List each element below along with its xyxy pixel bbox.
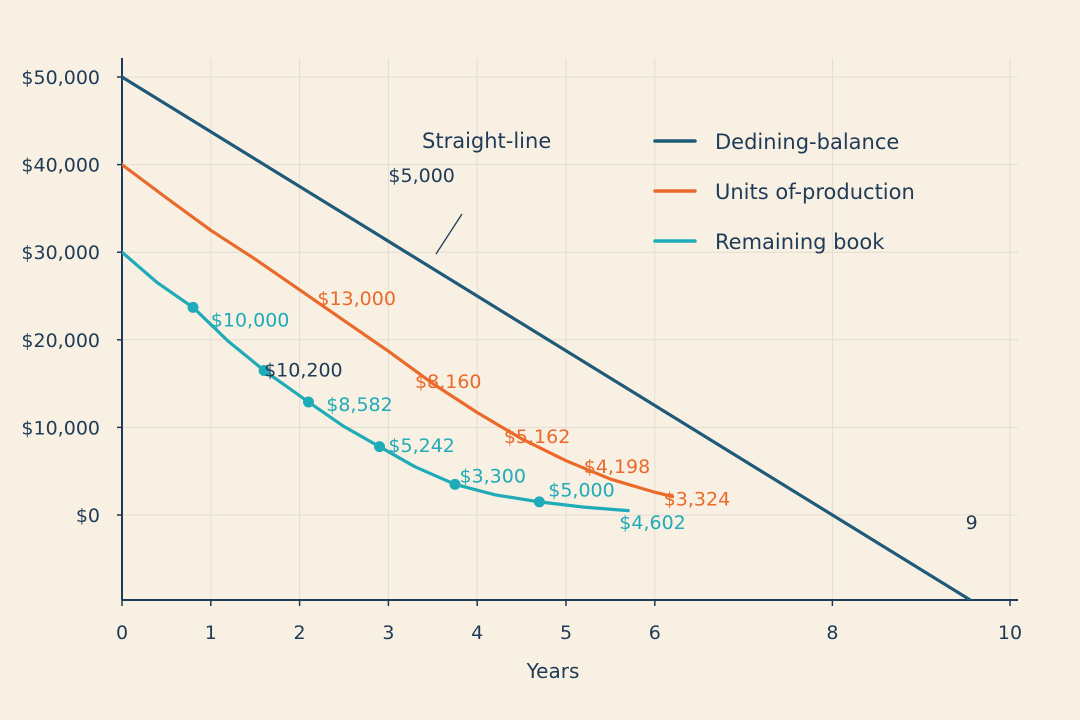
data-label: $3,324 — [664, 488, 730, 510]
straight-line-pointer — [435, 213, 463, 255]
y-tick-label: $50,000 — [21, 67, 100, 89]
x-tick-label: 0 — [116, 622, 128, 644]
legend: Dedining-balance Units of-production Remai… — [653, 130, 915, 254]
series-marker-2 — [533, 496, 545, 508]
data-label: $4,602 — [619, 512, 685, 534]
legend-label-0: Dedining-balance — [715, 130, 899, 154]
grid — [122, 58, 1018, 600]
series-lines — [122, 75, 974, 600]
x-tick-label: 8 — [826, 622, 838, 644]
straight-line-label: Straight-line — [422, 129, 551, 153]
data-label: $4,198 — [584, 456, 650, 478]
data-label: $10,200 — [264, 360, 343, 382]
y-tick-label: $20,000 — [21, 330, 100, 352]
y-tick-label: $40,000 — [21, 155, 100, 177]
x-tick-labels: 0 1 2 3 4 5 6 8 10 — [116, 600, 1022, 644]
series-marker-2 — [187, 301, 199, 313]
y-tick-label: $30,000 — [21, 242, 100, 264]
legend-label-2: Remaining book — [715, 230, 885, 254]
axes — [121, 58, 1018, 601]
data-label: $8,160 — [415, 371, 481, 393]
data-label: $10,000 — [211, 310, 290, 332]
data-label: $5,000 — [548, 480, 614, 502]
series-marker-2 — [449, 478, 461, 490]
series-markers — [187, 301, 545, 508]
series-line-0 — [122, 75, 974, 600]
data-label: $5,162 — [504, 426, 570, 448]
series-marker-2 — [258, 364, 270, 376]
series-line-2 — [122, 250, 630, 513]
y-tick-labels: $0 $10,000 $20,000 $30,000 $40,000 $50,000 — [21, 67, 122, 527]
series-marker-2 — [374, 441, 386, 453]
x-tick-label: 3 — [382, 622, 394, 644]
x-tick-label: 4 — [471, 622, 483, 644]
y-tick-label: $10,000 — [21, 417, 100, 439]
data-label: $5,242 — [388, 435, 454, 457]
x-tick-label: 1 — [205, 622, 217, 644]
x-tick-label: 5 — [560, 622, 572, 644]
x-axis-label: Years — [526, 659, 580, 683]
data-label: 9 — [966, 512, 978, 534]
data-label: $8,582 — [326, 394, 392, 416]
data-label: $3,300 — [459, 466, 525, 488]
series-marker-2 — [302, 396, 314, 408]
y-tick-label: $0 — [76, 505, 100, 527]
x-tick-label: 6 — [649, 622, 661, 644]
data-label: $5,000 — [388, 165, 454, 187]
x-tick-label: 10 — [998, 622, 1022, 644]
series-line-1 — [122, 163, 675, 499]
legend-label-1: Units of-production — [715, 180, 915, 204]
x-tick-label: 2 — [294, 622, 306, 644]
data-annotations: Straight-line $5,000 $13,000 $8,160 $5,162 $… — [211, 129, 978, 534]
data-label: $13,000 — [317, 288, 396, 310]
